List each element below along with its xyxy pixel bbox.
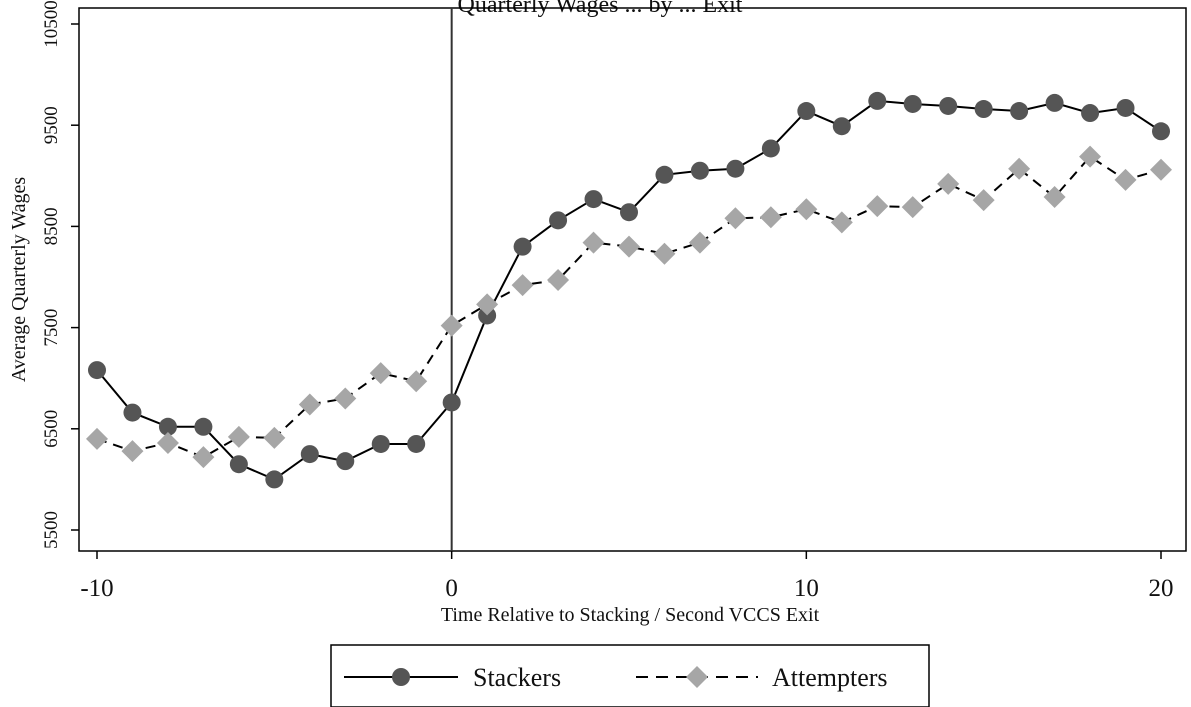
- x-axis-title: Time Relative to Stacking / Second VCCS …: [441, 604, 820, 626]
- x-tick-label: 0: [445, 575, 458, 602]
- attempters-point: [1150, 158, 1172, 181]
- series-layer: [86, 91, 1172, 489]
- stackers-point: [974, 100, 993, 119]
- stackers-point: [336, 452, 355, 471]
- attempters-line: [96, 155, 1162, 459]
- attempters-point: [724, 207, 747, 230]
- stackers-point: [229, 455, 248, 474]
- stackers-point: [903, 94, 922, 113]
- attempters-point: [937, 172, 960, 195]
- y-tick-label: 6500: [41, 410, 62, 448]
- x-tick-label: -10: [80, 575, 113, 602]
- y-tick-label: 10500: [41, 0, 62, 48]
- attempters-point: [1008, 157, 1031, 180]
- stackers-point: [158, 417, 177, 436]
- attempters-point: [1043, 186, 1066, 209]
- stackers-point: [620, 203, 638, 222]
- attempters-point: [476, 293, 499, 316]
- attempters-point: [547, 269, 570, 292]
- attempters-point: [618, 235, 640, 258]
- y-axis: 5500 6500 7500 8500 9500 10500: [41, 0, 79, 549]
- y-axis-title: Average Quarterly Wages: [8, 177, 30, 383]
- stackers-point: [939, 96, 958, 115]
- attempters-point: [795, 198, 818, 221]
- chart-title: Quarterly Wages ... by ... Exit: [458, 0, 743, 18]
- stackers-point: [88, 361, 106, 380]
- attempters-point: [972, 189, 995, 212]
- y-tick-label: 9500: [41, 106, 62, 144]
- y-tick-label: 5500: [41, 511, 62, 549]
- legend: Stackers Attempters: [330, 644, 930, 707]
- attempters-point: [227, 425, 250, 448]
- attempters-point: [440, 314, 463, 337]
- stackers-point: [442, 393, 461, 412]
- attempters-point: [1079, 145, 1102, 168]
- stackers-point: [1152, 122, 1170, 141]
- attempters-point: [653, 242, 676, 265]
- attempters-point: [156, 431, 179, 454]
- attempters-point: [759, 206, 782, 229]
- stackers-point: [1045, 93, 1064, 112]
- attempters-point: [866, 195, 889, 218]
- x-axis: -10 0 10 20: [80, 551, 1174, 602]
- stackers-point: [300, 445, 319, 464]
- stackers-point: [797, 102, 816, 121]
- attempters-point: [86, 427, 108, 450]
- attempters-point: [901, 196, 924, 219]
- attempters-point: [298, 393, 321, 416]
- attempters-point: [582, 231, 605, 254]
- stackers-point: [584, 190, 603, 209]
- stackers-point: [1081, 104, 1100, 123]
- legend-stackers-label: Stackers: [473, 663, 561, 692]
- stackers-point: [1010, 102, 1029, 121]
- stackers-point: [513, 237, 532, 256]
- attempters-point: [121, 440, 144, 463]
- legend-attempters-label: Attempters: [772, 663, 888, 692]
- attempters-point: [192, 446, 215, 469]
- attempters-point: [405, 370, 428, 393]
- y-tick-label: 8500: [41, 207, 62, 245]
- x-tick-label: 20: [1149, 575, 1174, 602]
- stackers-point: [832, 117, 851, 136]
- attempters-point: [511, 274, 534, 297]
- stackers-point: [194, 417, 213, 436]
- attempters-point: [369, 362, 392, 385]
- stackers-point: [478, 306, 497, 325]
- legend-attempters-marker: [686, 666, 708, 688]
- stackers-point: [123, 403, 142, 422]
- stackers-point: [690, 161, 709, 180]
- stackers-point: [1116, 98, 1135, 117]
- attempters-point: [263, 426, 286, 449]
- stackers-point: [407, 434, 426, 453]
- attempters-point: [334, 387, 357, 410]
- legend-stackers-marker: [392, 668, 410, 686]
- stackers-point: [265, 470, 284, 489]
- stackers-point: [761, 139, 780, 158]
- stackers-line: [96, 99, 1162, 481]
- y-tick-label: 7500: [41, 309, 62, 347]
- stackers-point: [549, 211, 568, 230]
- plot-area: [78, 7, 1187, 552]
- stackers-point: [726, 159, 745, 178]
- attempters-point: [830, 211, 853, 234]
- stackers-point: [371, 434, 390, 453]
- stackers-point: [655, 165, 674, 184]
- attempters-point: [1114, 168, 1137, 191]
- stackers-point: [868, 91, 887, 110]
- x-tick-label: 10: [794, 575, 819, 602]
- attempters-point: [688, 231, 711, 254]
